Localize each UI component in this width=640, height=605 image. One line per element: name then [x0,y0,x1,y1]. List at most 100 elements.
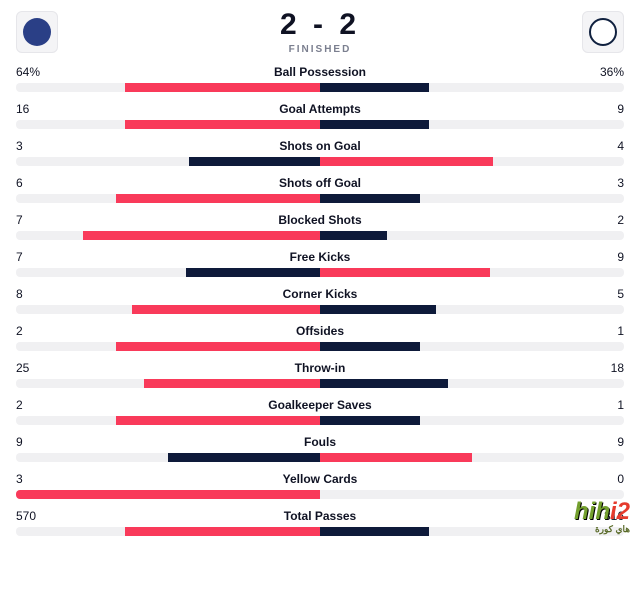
stat-labels: 570Total Passes316 [16,509,624,523]
stat-row: 2Goalkeeper Saves1 [16,398,624,425]
stat-row: 9Fouls9 [16,435,624,462]
stat-bar [16,379,624,388]
stat-bar-away-half [320,379,624,388]
stat-bar-away-fill [320,527,429,536]
stat-away-value: 9 [574,102,624,116]
stat-bar-home-fill [144,379,320,388]
stat-bar [16,157,624,166]
stat-home-value: 7 [16,213,66,227]
stat-name: Blocked Shots [66,213,574,227]
stat-bar-away-half [320,305,624,314]
stat-bar [16,305,624,314]
stat-away-value: 2 [574,213,624,227]
stat-bar-away-fill [320,268,490,277]
stat-home-value: 3 [16,139,66,153]
stat-bar [16,83,624,92]
home-team-crest-icon [23,18,51,46]
home-team-badge[interactable] [16,11,58,53]
stat-bar-home-fill [83,231,320,240]
stat-home-value: 2 [16,324,66,338]
stat-bar-home-half [16,527,320,536]
stat-labels: 3Yellow Cards0 [16,472,624,486]
stat-name: Fouls [66,435,574,449]
stat-bar-away-fill [320,231,387,240]
stat-bar [16,268,624,277]
stat-bar-away-half [320,342,624,351]
match-header: 2 - 2 FINISHED [16,8,624,55]
stat-row: 7Free Kicks9 [16,250,624,277]
stat-bar-away-fill [320,83,429,92]
stat-bar [16,490,624,499]
stat-bar-home-half [16,157,320,166]
stat-bar-home-half [16,305,320,314]
stat-away-value: 18 [574,361,624,375]
stat-bar-home-fill [186,268,320,277]
stat-row: 3Shots on Goal4 [16,139,624,166]
stat-bar-away-half [320,490,624,499]
stat-name: Ball Possession [66,65,574,79]
stat-home-value: 6 [16,176,66,190]
stat-bar-away-half [320,157,624,166]
stat-row: 2Offsides1 [16,324,624,351]
stat-bar-home-fill [16,490,320,499]
stat-away-value: 9 [574,435,624,449]
stat-bar [16,342,624,351]
stat-bar-away-fill [320,157,493,166]
stat-bar-home-fill [116,416,320,425]
stat-bar [16,194,624,203]
stat-row: 16Goal Attempts9 [16,102,624,129]
match-status: FINISHED [280,44,360,55]
stat-bar-home-half [16,453,320,462]
stat-bar-home-half [16,416,320,425]
stat-bar-away-half [320,83,624,92]
stat-away-value: 9 [574,250,624,264]
stat-bar-away-fill [320,305,436,314]
stat-labels: 7Blocked Shots2 [16,213,624,227]
stat-bar-away-fill [320,342,420,351]
stat-bar-away-half [320,527,624,536]
stat-labels: 3Shots on Goal4 [16,139,624,153]
stat-bar-home-fill [116,342,320,351]
stat-bar-away-half [320,194,624,203]
stat-name: Offsides [66,324,574,338]
stat-labels: 6Shots off Goal3 [16,176,624,190]
stat-labels: 2Goalkeeper Saves1 [16,398,624,412]
stat-bar-home-fill [189,157,320,166]
stat-away-value: 3 [574,176,624,190]
stat-bar-home-half [16,231,320,240]
stat-labels: 25Throw-in18 [16,361,624,375]
stat-bar-home-half [16,268,320,277]
stat-bar-away-fill [320,120,429,129]
stat-bar-away-fill [320,453,472,462]
stat-labels: 2Offsides1 [16,324,624,338]
stat-bar [16,527,624,536]
stat-name: Goalkeeper Saves [66,398,574,412]
stat-bar-away-half [320,416,624,425]
stat-row: 8Corner Kicks5 [16,287,624,314]
stat-labels: 64%Ball Possession36% [16,65,624,79]
stat-bar [16,416,624,425]
stat-bar-away-fill [320,194,420,203]
stat-away-value: 5 [574,287,624,301]
stat-home-value: 2 [16,398,66,412]
stat-away-value: 316 [574,509,624,523]
stat-bar-away-fill [320,379,448,388]
stat-bar-away-half [320,120,624,129]
stat-row: 3Yellow Cards0 [16,472,624,499]
stat-name: Free Kicks [66,250,574,264]
stat-row: 25Throw-in18 [16,361,624,388]
away-team-crest-icon [589,18,617,46]
away-team-badge[interactable] [582,11,624,53]
stat-bar-home-fill [125,527,320,536]
stat-home-value: 16 [16,102,66,116]
stat-name: Goal Attempts [66,102,574,116]
stat-away-value: 4 [574,139,624,153]
stat-name: Shots off Goal [66,176,574,190]
stat-bar [16,453,624,462]
stat-labels: 8Corner Kicks5 [16,287,624,301]
stat-name: Shots on Goal [66,139,574,153]
stat-name: Throw-in [66,361,574,375]
stat-bar-away-half [320,268,624,277]
stat-bar-home-half [16,490,320,499]
stat-bar-away-half [320,231,624,240]
